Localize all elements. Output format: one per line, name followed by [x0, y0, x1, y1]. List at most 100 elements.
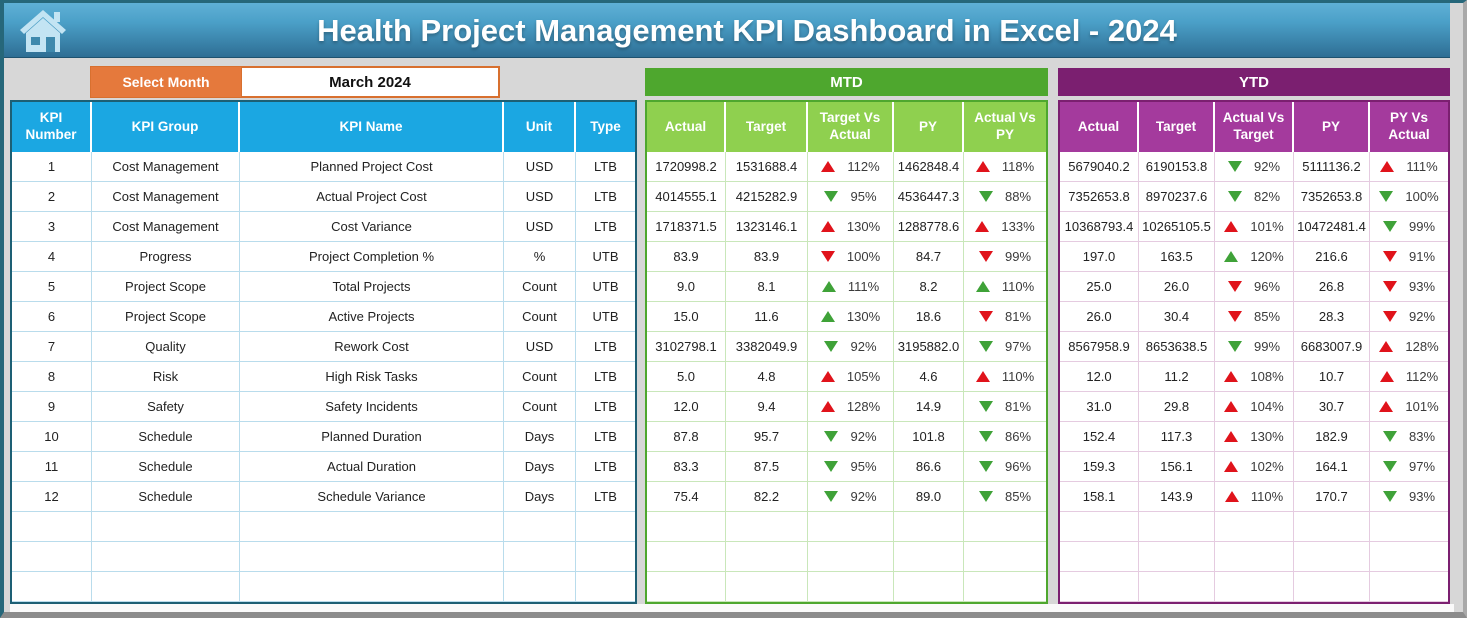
ytd-section-header: YTD [1058, 68, 1450, 96]
ytd-py-cell: 5111136.2 [1294, 152, 1370, 182]
ytd-actual-vs-target-cell: 99% [1215, 332, 1294, 362]
kpi-name-cell: Actual Duration [240, 452, 504, 482]
mtd-target-vs-actual-cell: 128% [808, 392, 894, 422]
empty-cell [92, 542, 240, 572]
col-header-ytd-actual-vs-target: Actual Vs Target [1215, 102, 1294, 152]
ytd-target-cell: 163.5 [1139, 242, 1215, 272]
trend-percent: 130% [846, 219, 881, 234]
trend-percent: 99% [1408, 219, 1436, 234]
mtd-py-cell: 18.6 [894, 302, 964, 332]
mtd-actual-cell: 1718371.5 [647, 212, 726, 242]
kpi-number-cell: 11 [12, 452, 92, 482]
trend-up-icon [1224, 491, 1239, 502]
mtd-actual-cell: 75.4 [647, 482, 726, 512]
trend-up-icon [975, 371, 990, 382]
mtd-target-cell: 8.1 [726, 272, 808, 302]
col-header-mtd-actual-vs-py: Actual Vs PY [964, 102, 1046, 152]
mtd-actual-cell: 12.0 [647, 392, 726, 422]
kpi-table-header: KPI Number KPI Group KPI Name Unit Type [12, 102, 635, 152]
trend-down-icon [1382, 311, 1397, 322]
mtd-actual-vs-py-cell: 118% [964, 152, 1046, 182]
empty-cell [92, 572, 240, 602]
col-header-kpi-name: KPI Name [240, 102, 504, 152]
empty-cell [1139, 512, 1215, 542]
kpi-group-cell: Project Scope [92, 272, 240, 302]
mtd-table-header: Actual Target Target Vs Actual PY Actual… [647, 102, 1046, 152]
unit-cell: Days [504, 482, 576, 512]
kpi-group-cell: Progress [92, 242, 240, 272]
trend-up-icon [820, 401, 835, 412]
ytd-actual-cell: 12.0 [1060, 362, 1139, 392]
unit-cell: Days [504, 452, 576, 482]
mtd-target-cell: 11.6 [726, 302, 808, 332]
type-cell: LTB [576, 392, 635, 422]
mtd-actual-vs-py-cell: 86% [964, 422, 1046, 452]
trend-up-icon [1379, 341, 1394, 352]
trend-down-icon [824, 491, 839, 502]
mtd-target-cell: 3382049.9 [726, 332, 808, 362]
ytd-target-cell: 30.4 [1139, 302, 1215, 332]
ytd-actual-vs-target-cell: 130% [1215, 422, 1294, 452]
ytd-target-cell: 143.9 [1139, 482, 1215, 512]
trend-up-icon [975, 221, 990, 232]
select-month-button[interactable]: Select Month [90, 66, 242, 98]
col-header-mtd-target: Target [726, 102, 808, 152]
ytd-py-cell: 26.8 [1294, 272, 1370, 302]
trend-up-icon [820, 311, 835, 322]
mtd-target-vs-actual-cell: 95% [808, 182, 894, 212]
trend-down-icon [824, 431, 839, 442]
trend-down-icon [824, 341, 839, 352]
mtd-py-cell: 89.0 [894, 482, 964, 512]
ytd-actual-vs-target-cell: 108% [1215, 362, 1294, 392]
trend-down-icon [978, 461, 993, 472]
trend-down-icon [820, 251, 835, 262]
trend-down-icon [1227, 161, 1242, 172]
empty-cell [894, 542, 964, 572]
trend-percent: 100% [846, 249, 881, 264]
mtd-actual-vs-py-cell: 85% [964, 482, 1046, 512]
trend-down-icon [978, 491, 993, 502]
kpi-group-cell: Risk [92, 362, 240, 392]
kpi-number-cell: 1 [12, 152, 92, 182]
month-value-field[interactable]: March 2024 [242, 66, 500, 98]
empty-cell [576, 542, 635, 572]
mtd-section-header: MTD [645, 68, 1048, 96]
ytd-actual-vs-target-cell: 82% [1215, 182, 1294, 212]
mtd-py-cell: 4536447.3 [894, 182, 964, 212]
ytd-target-cell: 117.3 [1139, 422, 1215, 452]
mtd-actual-cell: 15.0 [647, 302, 726, 332]
ytd-actual-cell: 158.1 [1060, 482, 1139, 512]
trend-percent: 110% [1250, 489, 1284, 504]
col-header-kpi-number: KPI Number [12, 102, 92, 152]
home-icon[interactable] [18, 8, 68, 54]
mtd-target-vs-actual-cell: 105% [808, 362, 894, 392]
kpi-group-cell: Schedule [92, 482, 240, 512]
unit-cell: USD [504, 182, 576, 212]
unit-cell: Count [504, 272, 576, 302]
trend-percent: 93% [1408, 279, 1436, 294]
empty-cell [576, 512, 635, 542]
trend-percent: 120% [1250, 249, 1284, 264]
trend-percent: 99% [1253, 339, 1281, 354]
trend-percent: 82% [1253, 189, 1281, 204]
col-header-type: Type [576, 102, 635, 152]
mtd-actual-cell: 4014555.1 [647, 182, 726, 212]
ytd-actual-cell: 10368793.4 [1060, 212, 1139, 242]
mtd-target-cell: 4.8 [726, 362, 808, 392]
trend-up-icon [821, 281, 836, 292]
kpi-group-cell: Schedule [92, 452, 240, 482]
trend-percent: 102% [1250, 459, 1284, 474]
mtd-target-vs-actual-cell: 95% [808, 452, 894, 482]
empty-cell [1060, 572, 1139, 602]
trend-up-icon [1379, 371, 1394, 382]
ytd-target-cell: 26.0 [1139, 272, 1215, 302]
mtd-actual-cell: 87.8 [647, 422, 726, 452]
type-cell: LTB [576, 152, 635, 182]
empty-cell [647, 572, 726, 602]
empty-cell [1215, 512, 1294, 542]
mtd-target-vs-actual-cell: 130% [808, 212, 894, 242]
trend-up-icon [975, 281, 990, 292]
ytd-py-cell: 10.7 [1294, 362, 1370, 392]
trend-percent: 99% [1004, 249, 1032, 264]
